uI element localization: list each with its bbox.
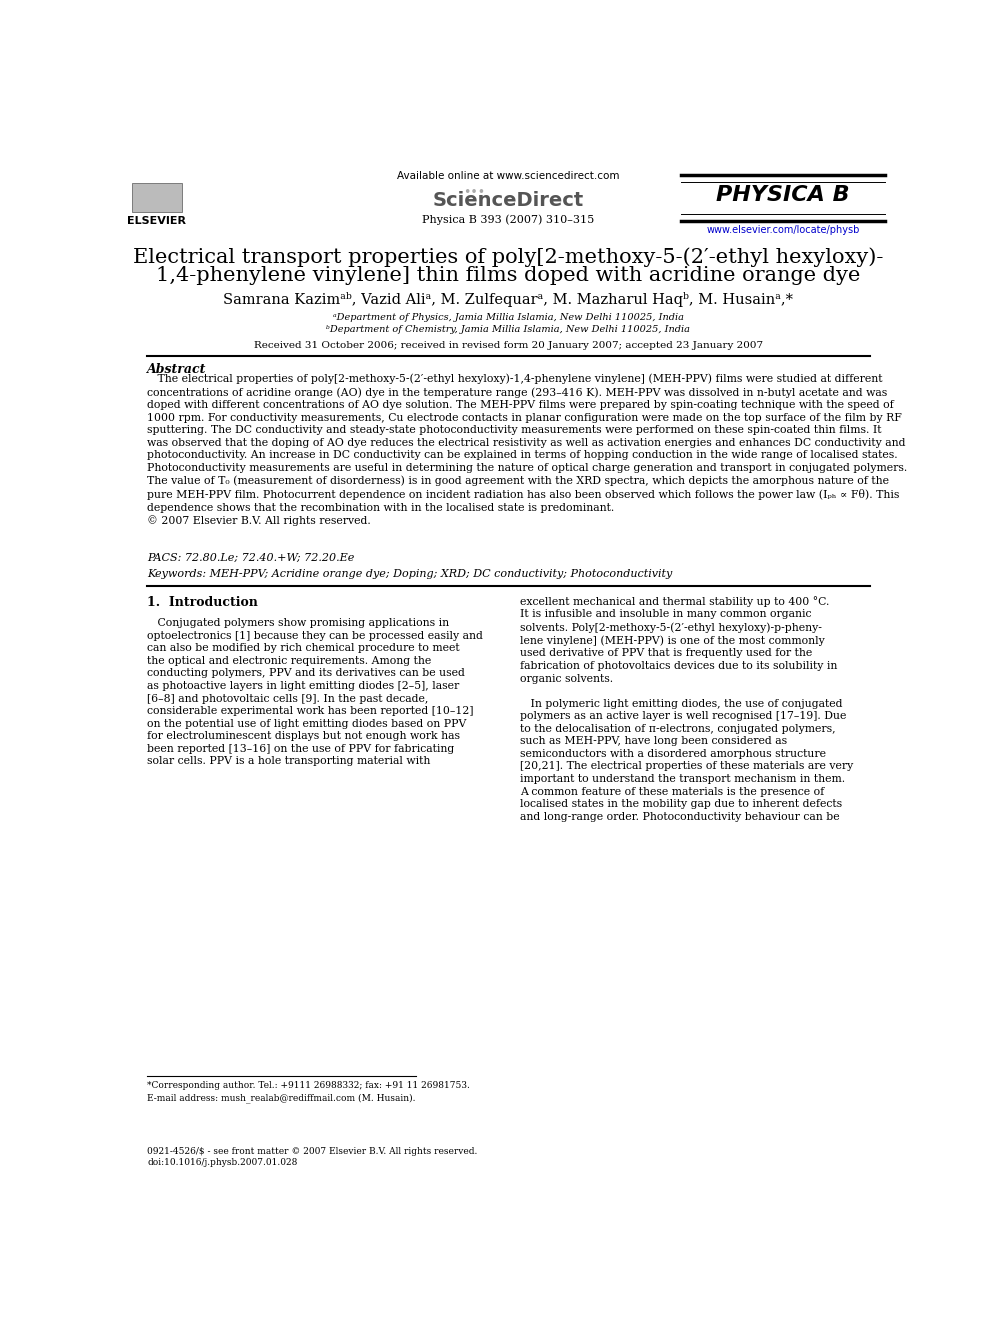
Text: Abstract: Abstract (147, 363, 206, 376)
Text: 1,4-phenylene vinylene] thin films doped with acridine orange dye: 1,4-phenylene vinylene] thin films doped… (156, 266, 861, 284)
Text: •••: ••• (462, 187, 485, 200)
Bar (132, 183, 182, 212)
Text: 0921-4526/$ - see front matter © 2007 Elsevier B.V. All rights reserved.
doi:10.: 0921-4526/$ - see front matter © 2007 El… (147, 1147, 477, 1167)
Text: Conjugated polymers show promising applications in
optoelectronics [1] because t: Conjugated polymers show promising appli… (147, 618, 483, 766)
Text: The electrical properties of poly[2-methoxy-5-(2′-ethyl hexyloxy)-1,4-phenylene : The electrical properties of poly[2-meth… (147, 373, 908, 527)
Text: ELSEVIER: ELSEVIER (127, 216, 186, 226)
Text: ᵃDepartment of Physics, Jamia Millia Islamia, New Delhi 110025, India: ᵃDepartment of Physics, Jamia Millia Isl… (333, 312, 683, 321)
Text: Received 31 October 2006; received in revised form 20 January 2007; accepted 23 : Received 31 October 2006; received in re… (254, 341, 763, 351)
Text: Available online at www.sciencedirect.com: Available online at www.sciencedirect.co… (397, 171, 620, 181)
Text: Electrical transport properties of poly[2-methoxy-5-(2′-ethyl hexyloxy)-: Electrical transport properties of poly[… (133, 247, 884, 267)
Text: PHYSICA B: PHYSICA B (716, 185, 850, 205)
Text: Samrana Kazimᵃᵇ, Vazid Aliᵃ, M. Zulfequarᵃ, M. Mazharul Haqᵇ, M. Husainᵃ,*: Samrana Kazimᵃᵇ, Vazid Aliᵃ, M. Zulfequa… (223, 292, 794, 307)
Text: www.elsevier.com/locate/physb: www.elsevier.com/locate/physb (706, 225, 859, 235)
Text: ᵇDepartment of Chemistry, Jamia Millia Islamia, New Delhi 110025, India: ᵇDepartment of Chemistry, Jamia Millia I… (326, 325, 690, 333)
Text: PACS: 72.80.Le; 72.40.+W; 72.20.Ee: PACS: 72.80.Le; 72.40.+W; 72.20.Ee (147, 553, 354, 564)
Text: ScienceDirect: ScienceDirect (433, 192, 584, 210)
Text: 1.  Introduction: 1. Introduction (147, 595, 258, 609)
Text: Physica B 393 (2007) 310–315: Physica B 393 (2007) 310–315 (423, 214, 594, 225)
Text: *Corresponding author. Tel.: +9111 26988332; fax: +91 11 26981753.: *Corresponding author. Tel.: +9111 26988… (147, 1081, 470, 1090)
Text: E-mail address: mush_realab@rediffmail.com (M. Husain).: E-mail address: mush_realab@rediffmail.c… (147, 1093, 416, 1103)
Text: Keywords: MEH-PPV; Acridine orange dye; Doping; XRD; DC conductivity; Photocondu: Keywords: MEH-PPV; Acridine orange dye; … (147, 569, 673, 579)
Text: excellent mechanical and thermal stability up to 400 °C.
It is infusible and ins: excellent mechanical and thermal stabili… (520, 595, 853, 822)
